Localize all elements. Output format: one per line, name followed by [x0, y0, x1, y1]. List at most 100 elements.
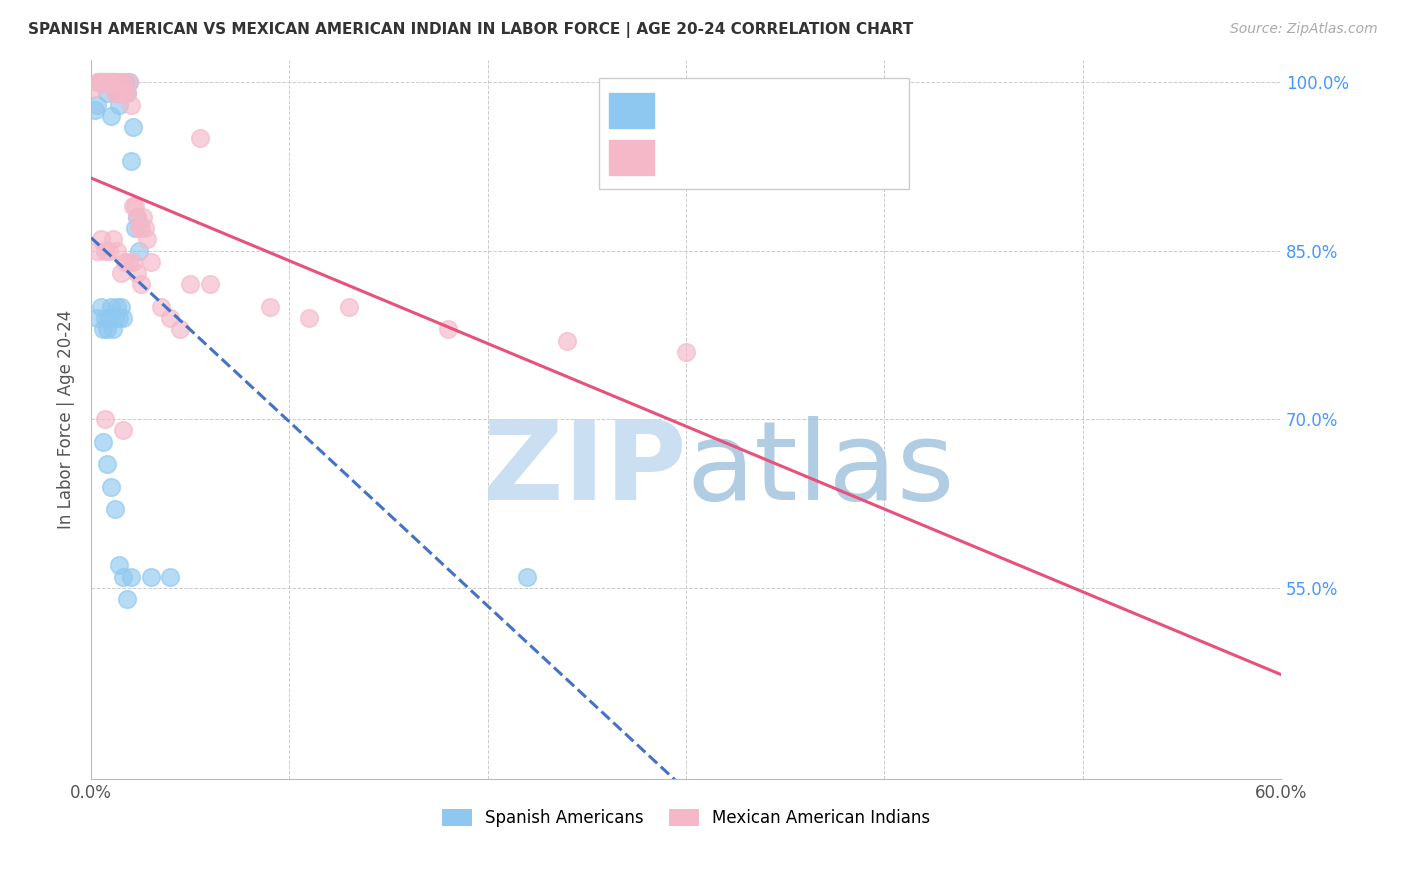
Point [115, 87, 138, 101]
Text: Source: ZipAtlas.com: Source: ZipAtlas.com [1230, 22, 1378, 37]
Text: R = 0.566: R = 0.566 [668, 148, 766, 167]
FancyBboxPatch shape [609, 140, 654, 175]
Point [516, 569, 538, 583]
Point [114, 75, 136, 89]
Point [87, 75, 110, 89]
Point [96, 322, 118, 336]
Point [86, 311, 108, 326]
Point [96, 87, 118, 101]
Point [90, 75, 112, 89]
Point [111, 75, 134, 89]
Point [98, 311, 121, 326]
Point [169, 322, 191, 336]
Point [105, 300, 128, 314]
Text: atlas: atlas [686, 416, 955, 523]
Point [91, 75, 114, 89]
Point [101, 75, 124, 89]
Point [110, 75, 132, 89]
Text: N = 54: N = 54 [745, 148, 813, 167]
Point [105, 87, 128, 101]
Point [139, 255, 162, 269]
Point [105, 87, 128, 101]
Point [104, 75, 127, 89]
Point [128, 244, 150, 258]
Point [100, 75, 122, 89]
Point [111, 311, 134, 326]
Text: N = 47: N = 47 [745, 102, 813, 120]
Point [108, 311, 131, 326]
Point [125, 210, 148, 224]
Point [132, 210, 155, 224]
Point [110, 300, 132, 314]
Point [188, 131, 211, 145]
Point [98, 75, 121, 89]
Point [125, 266, 148, 280]
Y-axis label: In Labor Force | Age 20-24: In Labor Force | Age 20-24 [58, 310, 75, 529]
Point [108, 558, 131, 573]
Point [115, 592, 138, 607]
Point [337, 300, 360, 314]
Point [118, 255, 141, 269]
Point [139, 569, 162, 583]
Point [94, 244, 117, 258]
Point [91, 322, 114, 336]
Point [94, 75, 117, 89]
Point [129, 221, 152, 235]
Point [135, 232, 157, 246]
Text: R = 0.205: R = 0.205 [668, 102, 766, 120]
Point [437, 322, 460, 336]
FancyBboxPatch shape [609, 94, 654, 128]
Point [90, 300, 112, 314]
Point [96, 457, 118, 471]
Point [198, 277, 221, 292]
Point [159, 569, 181, 583]
Point [118, 75, 141, 89]
Point [108, 97, 131, 112]
Point [555, 334, 578, 348]
Point [87, 75, 110, 89]
Point [121, 199, 143, 213]
Point [120, 569, 142, 583]
Point [129, 277, 152, 292]
Point [128, 221, 150, 235]
Point [84, 103, 107, 118]
Text: SPANISH AMERICAN VS MEXICAN AMERICAN INDIAN IN LABOR FORCE | AGE 20-24 CORRELATI: SPANISH AMERICAN VS MEXICAN AMERICAN IND… [28, 22, 914, 38]
Point [104, 87, 127, 101]
Text: ZIP: ZIP [482, 416, 686, 523]
Point [86, 244, 108, 258]
Point [114, 255, 136, 269]
Point [121, 255, 143, 269]
Point [101, 322, 124, 336]
Point [96, 75, 118, 89]
Point [98, 244, 121, 258]
Point [124, 199, 146, 213]
Point [120, 97, 142, 112]
Point [105, 244, 128, 258]
Point [110, 266, 132, 280]
Point [121, 120, 143, 134]
Point [98, 75, 121, 89]
Point [104, 502, 127, 516]
FancyBboxPatch shape [599, 78, 908, 189]
Point [101, 232, 124, 246]
Point [90, 75, 112, 89]
Point [111, 424, 134, 438]
Point [110, 87, 132, 101]
Point [115, 87, 138, 101]
Point [108, 75, 131, 89]
Point [124, 221, 146, 235]
Point [90, 232, 112, 246]
Point [100, 109, 122, 123]
Point [84, 80, 107, 95]
Point [111, 87, 134, 101]
Point [120, 153, 142, 168]
Point [94, 311, 117, 326]
Point [179, 277, 201, 292]
Point [149, 300, 172, 314]
Point [91, 75, 114, 89]
Point [86, 75, 108, 89]
Point [114, 87, 136, 101]
Legend: Spanish Americans, Mexican American Indians: Spanish Americans, Mexican American Indi… [433, 800, 939, 835]
Point [94, 75, 117, 89]
Point [259, 300, 281, 314]
